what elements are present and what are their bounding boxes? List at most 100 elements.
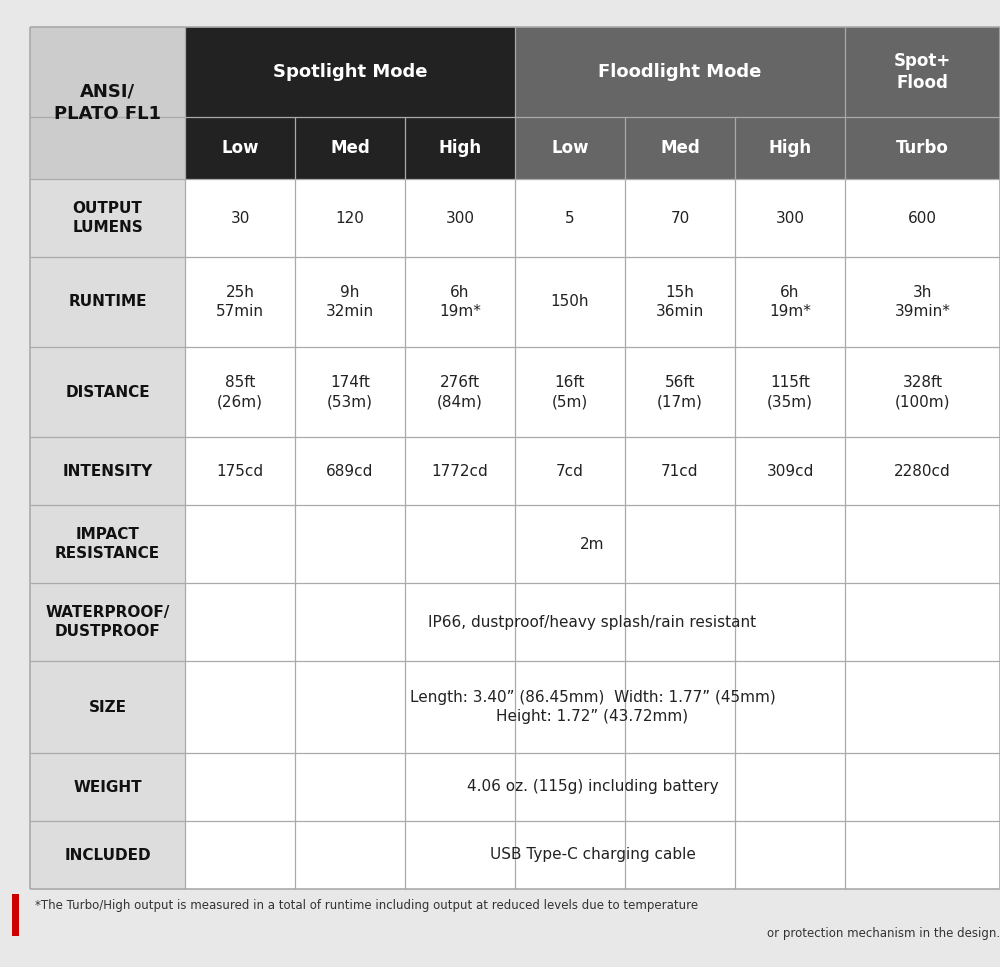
Text: 9h
32min: 9h 32min bbox=[326, 285, 374, 319]
Bar bbox=[515, 179, 625, 257]
Bar bbox=[625, 257, 735, 347]
Bar bbox=[845, 347, 1000, 437]
Text: INCLUDED: INCLUDED bbox=[64, 847, 151, 863]
Text: Spot+
Flood: Spot+ Flood bbox=[894, 51, 951, 93]
Bar bbox=[30, 257, 185, 347]
Text: 300: 300 bbox=[776, 211, 804, 225]
Bar bbox=[405, 117, 515, 179]
Bar bbox=[12, 894, 19, 936]
Text: High: High bbox=[768, 139, 812, 157]
Text: 56ft
(17m): 56ft (17m) bbox=[657, 375, 703, 409]
Bar bbox=[295, 257, 405, 347]
Bar bbox=[295, 347, 405, 437]
Text: 25h
57min: 25h 57min bbox=[216, 285, 264, 319]
Text: 175cd: 175cd bbox=[216, 463, 264, 479]
Text: USB Type-C charging cable: USB Type-C charging cable bbox=[490, 847, 695, 863]
Text: 150h: 150h bbox=[551, 295, 589, 309]
Bar bbox=[295, 179, 405, 257]
Text: 6h
19m*: 6h 19m* bbox=[769, 285, 811, 319]
Text: 2280cd: 2280cd bbox=[894, 463, 951, 479]
Bar bbox=[30, 27, 185, 179]
Bar bbox=[30, 753, 185, 821]
Text: 85ft
(26m): 85ft (26m) bbox=[217, 375, 263, 409]
Text: 3h
39min*: 3h 39min* bbox=[895, 285, 950, 319]
Text: 328ft
(100m): 328ft (100m) bbox=[895, 375, 950, 409]
Text: DISTANCE: DISTANCE bbox=[65, 385, 150, 399]
Text: 7cd: 7cd bbox=[556, 463, 584, 479]
Bar bbox=[845, 437, 1000, 505]
Bar bbox=[185, 661, 1000, 753]
Text: Low: Low bbox=[221, 139, 259, 157]
Text: 4.06 oz. (115g) including battery: 4.06 oz. (115g) including battery bbox=[467, 779, 718, 795]
Text: Med: Med bbox=[660, 139, 700, 157]
Text: 174ft
(53m): 174ft (53m) bbox=[327, 375, 373, 409]
Bar bbox=[30, 661, 185, 753]
Bar bbox=[625, 437, 735, 505]
Bar bbox=[625, 347, 735, 437]
Bar bbox=[185, 117, 295, 179]
Bar bbox=[405, 347, 515, 437]
Text: 120: 120 bbox=[336, 211, 364, 225]
Bar bbox=[845, 257, 1000, 347]
Text: 115ft
(35m): 115ft (35m) bbox=[767, 375, 813, 409]
Bar bbox=[30, 583, 185, 661]
Text: Spotlight Mode: Spotlight Mode bbox=[273, 63, 427, 81]
Bar bbox=[185, 753, 1000, 821]
Text: 300: 300 bbox=[446, 211, 475, 225]
Bar bbox=[735, 347, 845, 437]
Bar bbox=[515, 437, 625, 505]
Bar bbox=[185, 505, 1000, 583]
Text: 1772cd: 1772cd bbox=[432, 463, 488, 479]
Bar bbox=[185, 257, 295, 347]
Text: 30: 30 bbox=[230, 211, 250, 225]
Text: 70: 70 bbox=[670, 211, 690, 225]
Bar bbox=[735, 117, 845, 179]
Bar bbox=[625, 179, 735, 257]
Text: Turbo: Turbo bbox=[896, 139, 949, 157]
Bar bbox=[30, 505, 185, 583]
Text: 15h
36min: 15h 36min bbox=[656, 285, 704, 319]
Bar bbox=[515, 347, 625, 437]
Bar bbox=[30, 179, 185, 257]
Text: WEIGHT: WEIGHT bbox=[73, 779, 142, 795]
Text: Low: Low bbox=[551, 139, 589, 157]
Text: 71cd: 71cd bbox=[661, 463, 699, 479]
Bar bbox=[185, 347, 295, 437]
Bar bbox=[405, 179, 515, 257]
Bar bbox=[185, 27, 515, 117]
Text: Length: 3.40” (86.45mm)  Width: 1.77” (45mm)
Height: 1.72” (43.72mm): Length: 3.40” (86.45mm) Width: 1.77” (45… bbox=[410, 689, 775, 724]
Text: RUNTIME: RUNTIME bbox=[68, 295, 147, 309]
Bar bbox=[845, 117, 1000, 179]
Text: Med: Med bbox=[330, 139, 370, 157]
Bar bbox=[185, 583, 1000, 661]
Bar bbox=[735, 437, 845, 505]
Text: 276ft
(84m): 276ft (84m) bbox=[437, 375, 483, 409]
Text: INTENSITY: INTENSITY bbox=[62, 463, 153, 479]
Bar bbox=[405, 257, 515, 347]
Bar bbox=[30, 437, 185, 505]
Text: OUTPUT
LUMENS: OUTPUT LUMENS bbox=[72, 201, 143, 235]
Text: SIZE: SIZE bbox=[88, 699, 126, 715]
Bar bbox=[30, 347, 185, 437]
Text: WATERPROOF/
DUSTPROOF: WATERPROOF/ DUSTPROOF bbox=[45, 605, 170, 639]
Bar bbox=[515, 27, 845, 117]
Text: 5: 5 bbox=[565, 211, 575, 225]
Text: or protection mechanism in the design.: or protection mechanism in the design. bbox=[767, 927, 1000, 940]
Bar bbox=[295, 117, 405, 179]
Text: 600: 600 bbox=[908, 211, 937, 225]
Text: *The Turbo/High output is measured in a total of runtime including output at red: *The Turbo/High output is measured in a … bbox=[35, 899, 698, 912]
Bar bbox=[515, 117, 625, 179]
Text: 2m: 2m bbox=[580, 537, 605, 551]
Bar bbox=[735, 257, 845, 347]
Text: ANSI/
PLATO FL1: ANSI/ PLATO FL1 bbox=[54, 82, 161, 124]
Bar bbox=[515, 257, 625, 347]
Text: Floodlight Mode: Floodlight Mode bbox=[598, 63, 762, 81]
Text: High: High bbox=[438, 139, 482, 157]
Text: IP66, dustproof/heavy splash/rain resistant: IP66, dustproof/heavy splash/rain resist… bbox=[428, 614, 757, 630]
Bar bbox=[405, 437, 515, 505]
Bar bbox=[295, 437, 405, 505]
Bar bbox=[30, 821, 185, 889]
Text: 689cd: 689cd bbox=[326, 463, 374, 479]
Text: 16ft
(5m): 16ft (5m) bbox=[552, 375, 588, 409]
Text: 6h
19m*: 6h 19m* bbox=[439, 285, 481, 319]
